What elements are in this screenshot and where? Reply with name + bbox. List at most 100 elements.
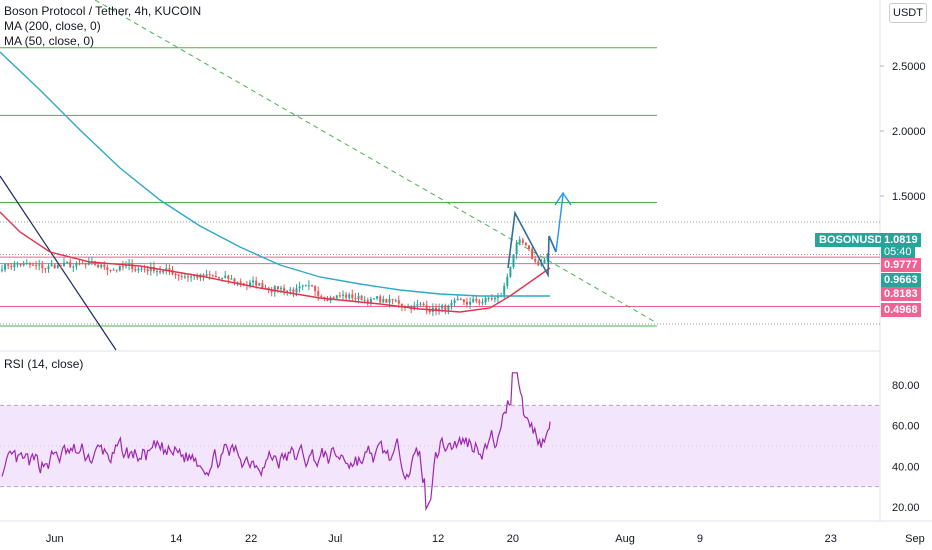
rsi-tick-label: 20.00 [892, 502, 920, 514]
price-tag: 0.8183 [881, 287, 921, 301]
candle-body [338, 295, 341, 297]
candle-body [252, 280, 255, 283]
candle-body [13, 263, 16, 268]
candle-body [233, 278, 236, 283]
candle-body [311, 285, 313, 287]
candle-body [242, 283, 245, 285]
candle-body [295, 288, 298, 293]
candle-body [435, 307, 437, 312]
candle-body [16, 263, 19, 265]
chart-title: Boson Protocol / Tether, 4h, KUCOIN [4, 4, 202, 18]
candle-body [366, 299, 369, 304]
ma50-line [0, 211, 551, 313]
candle-body [128, 263, 131, 266]
candle-body [177, 274, 180, 277]
candle-body [224, 275, 227, 278]
candle-body [453, 300, 456, 303]
candle-body [121, 265, 124, 267]
candle-body [425, 305, 428, 310]
candle-body [239, 281, 242, 284]
price-pane[interactable] [0, 0, 880, 351]
candle-body [236, 281, 239, 283]
candle-body [382, 298, 385, 303]
candle-body [512, 254, 515, 268]
descending-trendline [94, 0, 658, 324]
candle-body [7, 264, 10, 266]
candle-body [214, 275, 217, 278]
candle-body [462, 299, 465, 302]
time-tick-label: 14 [170, 533, 182, 545]
ma200-line [0, 51, 550, 297]
candle-body [351, 294, 354, 299]
candle-body [183, 276, 186, 278]
candle-body [481, 302, 484, 304]
candle-body [342, 294, 344, 296]
ma50-legend: MA (50, close, 0) [4, 34, 95, 48]
candle-body [84, 263, 87, 265]
candle-body [450, 302, 453, 306]
candle-body [63, 262, 65, 266]
candle-body [190, 276, 193, 278]
candle-body [280, 287, 282, 290]
time-tick-label: Jul [328, 533, 342, 545]
candle-body [221, 277, 224, 279]
candle-body [441, 305, 444, 309]
candle-body [484, 298, 487, 303]
axes: 2.5000 2.0000 1.5000 80.00 60.00 40.00 20.00 Ju… [46, 61, 926, 545]
price-tag: 0.9777 [881, 258, 921, 272]
candle-body [283, 287, 286, 292]
candle-body [332, 297, 335, 299]
candle-body [416, 304, 419, 306]
candle-body [193, 275, 196, 277]
candle-body [146, 269, 149, 272]
rsi-tick-label: 80.00 [892, 380, 920, 392]
price-tick-label: 2.0000 [892, 126, 926, 138]
candle-body [171, 270, 174, 275]
candle-body [447, 305, 450, 310]
candle-body [422, 303, 425, 306]
candle-body [307, 285, 310, 287]
candle-body [373, 298, 375, 300]
candle-body [493, 297, 496, 300]
candle-body [180, 276, 183, 278]
rsi-pane[interactable] [0, 372, 880, 512]
candle-body [487, 298, 490, 300]
candle-body [131, 263, 134, 270]
symbol-tag: BOSONUSDT [815, 233, 894, 247]
candle-body [143, 268, 146, 270]
candle-body [115, 269, 118, 271]
candle-body [292, 289, 295, 293]
candle-body [335, 295, 338, 299]
candle-body [385, 298, 388, 303]
candle-body [87, 262, 90, 265]
candle-body [109, 269, 112, 271]
candle-body [50, 264, 53, 267]
candle-body [211, 275, 214, 277]
candle-body [140, 268, 143, 270]
time-tick-label: 23 [825, 533, 837, 545]
candle-body [543, 259, 546, 263]
candle-body [28, 263, 31, 265]
candle-body [137, 268, 140, 271]
candle-body [118, 265, 121, 271]
candle-body [218, 277, 220, 279]
candle-body [81, 263, 84, 265]
currency-button[interactable]: USDT [889, 3, 927, 23]
candle-body [165, 268, 168, 271]
candle-body [44, 268, 47, 270]
candle-body [419, 303, 422, 305]
candle-body [168, 268, 171, 271]
candle-body [156, 271, 158, 273]
candle-body [69, 261, 72, 267]
candle-body [10, 265, 13, 268]
time-tick-label: 12 [432, 533, 444, 545]
rsi-tick-label: 40.00 [892, 461, 920, 473]
candle-body [276, 286, 279, 290]
candle-body [394, 300, 397, 302]
candle-body [258, 283, 261, 286]
price-tick-label: 2.5000 [892, 61, 926, 73]
candle-body [301, 285, 304, 287]
candle-body [78, 263, 81, 265]
candle-body [59, 264, 62, 266]
